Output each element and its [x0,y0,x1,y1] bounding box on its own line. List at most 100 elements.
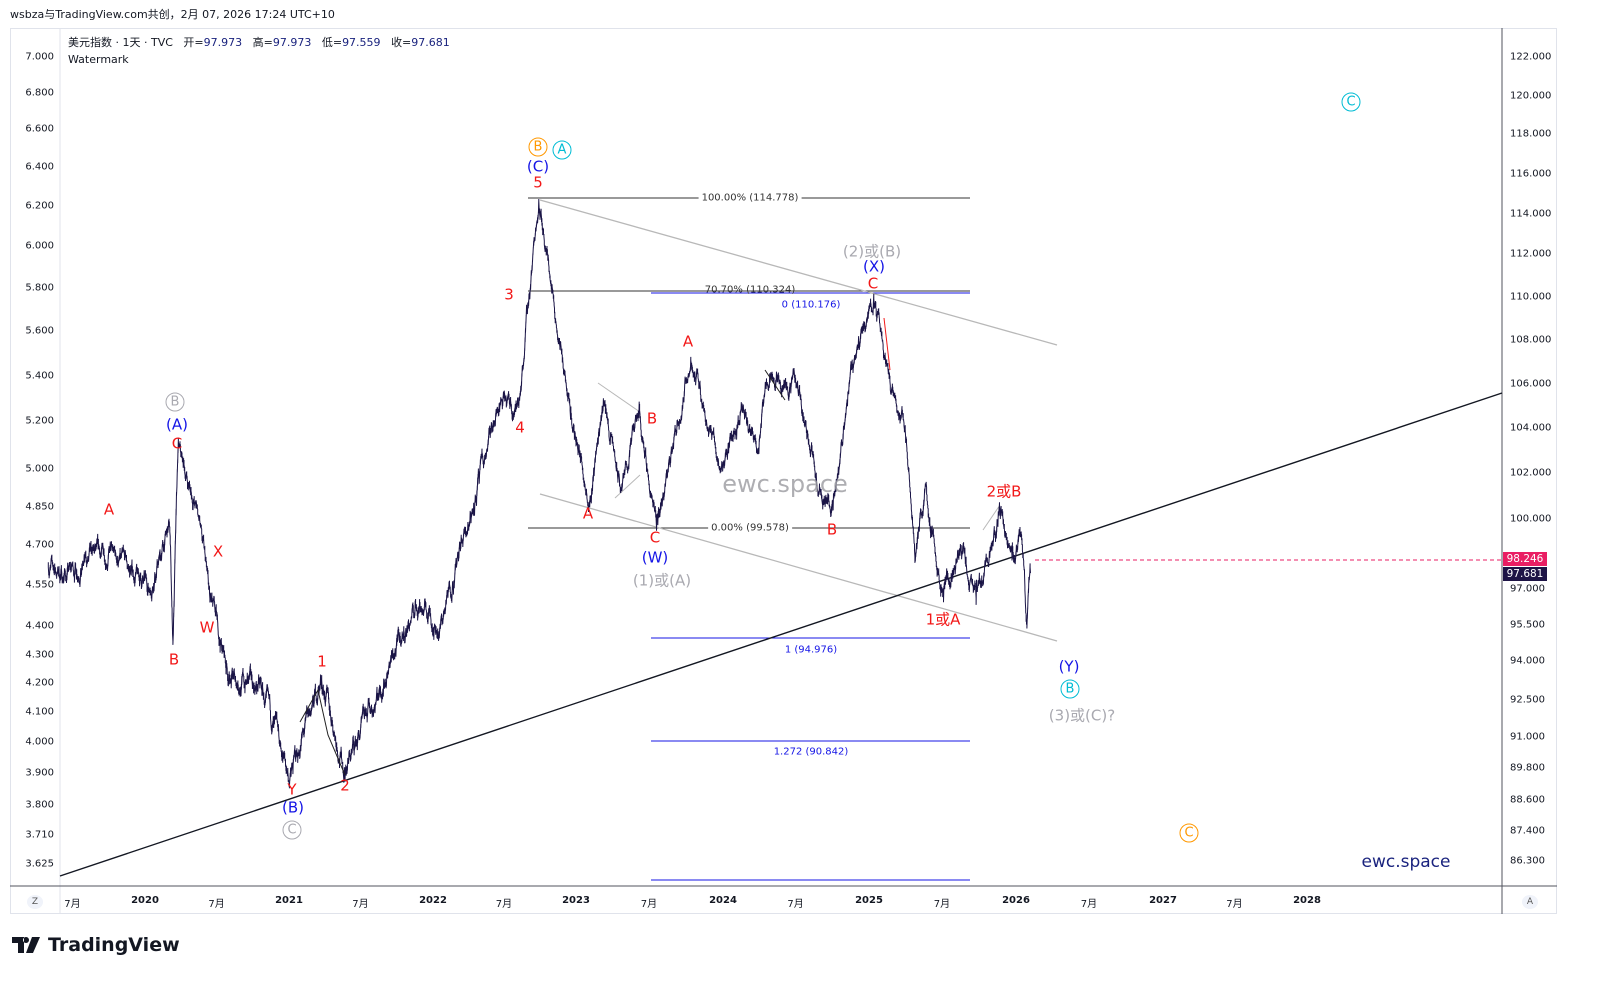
close-label: 收= [391,36,412,49]
left-axis-tick: 4.700 [25,539,54,551]
wave-label: 5 [533,173,543,192]
channel-upper-line[interactable] [539,199,1058,346]
wave-label: 2 [340,776,350,795]
fib-ext-label-1: 1 (94.976) [784,644,838,656]
time-axis-tick: 2026 [1002,895,1030,906]
right-axis-tick: 116.000 [1510,168,1552,180]
right-axis-tick: 110.000 [1510,291,1552,303]
time-axis-tick: 2024 [709,895,737,906]
left-axis-tick: 4.000 [25,736,54,748]
wave-label: (2)或(B) [842,242,902,261]
right-axis-tick: 122.000 [1510,51,1552,63]
wave-label: C [171,434,183,453]
wave-label: B [168,650,180,669]
time-axis-tick: 7月 [933,899,951,910]
fib-label-100: 100.00% (114.778) [698,192,802,204]
left-axis-tick: 3.710 [25,829,54,841]
wave-label: A [103,500,115,519]
left-axis-tick: 3.900 [25,767,54,779]
left-axis-tick: 4.200 [25,677,54,689]
right-axis-tick: 89.800 [1510,762,1545,774]
left-axis-tick: 6.600 [25,123,54,135]
wave-label: 1 [317,652,327,671]
wave-label-circled: B [528,137,548,157]
right-axis-tick: 94.000 [1510,655,1545,667]
tradingview-logo[interactable]: TradingView [12,934,180,956]
symbol-legend: 美元指数 · 1天 · TVC 开=97.973 高=97.973 低=97.5… [68,34,450,68]
right-axis-tick: 114.000 [1510,208,1552,220]
time-axis-tick: 2023 [562,895,590,906]
time-axis-tick: 7月 [208,899,225,910]
right-axis-tick: 92.500 [1510,694,1545,706]
wave-label-circled: B [1060,679,1080,699]
fib-ext-label-1-272: 1.272 (90.842) [773,746,849,758]
right-axis-tick: 120.000 [1510,90,1552,102]
left-axis-tick: 6.800 [25,87,54,99]
high-value: 97.973 [272,36,312,49]
wave-label-circled: B [165,392,185,412]
left-axis-tick: 5.800 [25,282,54,294]
right-axis-tick: 91.000 [1510,731,1545,743]
time-axis-tick: 2020 [131,895,159,906]
right-axis-tick: 104.000 [1510,422,1552,434]
auto-scale-left-button[interactable]: Z [27,895,43,909]
wave-label: B [826,520,838,539]
right-axis-tick: 106.000 [1510,378,1552,390]
wave-label-circled: C [1179,823,1199,843]
share-credit: wsbza与TradingView.com共创，2月 07, 2026 17:2… [10,8,335,21]
right-axis-tick: 97.000 [1510,583,1545,595]
time-axis-tick: 2021 [275,895,303,906]
wedge-line[interactable] [597,382,641,413]
left-axis-tick: 4.300 [25,649,54,661]
wave-label: (B) [282,798,304,817]
wedge-line[interactable] [982,504,1001,531]
wedge-line[interactable] [614,474,641,499]
open-label: 开= [183,36,204,49]
time-axis-tick: 7月 [64,899,81,910]
close-value: 97.681 [411,36,450,49]
wave-label: W [199,618,215,637]
subwave-line [299,688,346,776]
low-label: 低= [321,36,343,49]
time-axis-tick: 2022 [419,895,447,906]
time-axis-tick: 7月 [787,899,804,910]
time-axis-tick: 7月 [352,899,369,910]
left-axis-tick: 7.000 [25,51,54,63]
right-axis-tick: 95.500 [1510,619,1545,631]
right-axis-tick: 86.300 [1510,855,1545,867]
time-axis-tick: 7月 [640,899,658,910]
left-axis-tick: 5.600 [25,325,54,337]
left-axis-tick: 4.850 [25,501,54,513]
time-axis-tick: 7月 [1080,899,1098,910]
subwave-line [883,317,891,371]
watermark-legend[interactable]: Watermark [68,53,129,66]
wave-label: (3)或(C)? [1048,706,1116,725]
right-axis-tick: 108.000 [1510,334,1552,346]
wave-label: (Y) [1058,657,1080,676]
left-axis-tick: 6.000 [25,240,54,252]
right-axis-tick: 100.000 [1510,513,1552,525]
left-axis-tick: 6.400 [25,161,54,173]
wave-label: A [682,332,694,351]
right-axis-tick: 118.000 [1510,128,1552,140]
left-axis-tick: 5.200 [25,415,54,427]
time-axis-tick: 7月 [1226,899,1243,910]
fib-label-0: 0.00% (99.578) [708,522,792,534]
subwave-line [764,369,786,401]
chart-watermark: ewc.space [722,470,848,498]
wave-label: Y [287,780,297,799]
auto-scale-right-button[interactable]: A [1522,895,1538,909]
symbol-name[interactable]: 美元指数 · 1天 · TVC [68,36,173,49]
high-label: 高= [252,36,273,49]
time-axis-tick: 7月 [495,899,513,910]
time-axis-tick: 2027 [1149,895,1177,906]
time-axis-tick: 2028 [1293,895,1321,906]
wave-label: (C) [526,157,550,176]
long-term-trendline[interactable] [59,392,1503,877]
wave-label: (X) [863,257,885,276]
left-axis-tick: 3.625 [25,858,54,870]
wave-label: 2或B [986,482,1022,501]
channel-lower-line[interactable] [539,493,1058,642]
fib-ext-label-0: 0 (110.176) [781,299,841,311]
